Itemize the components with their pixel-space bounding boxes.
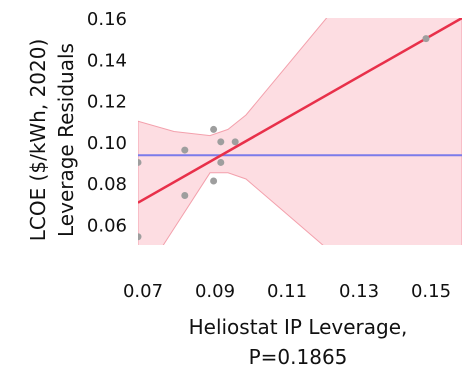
y-tick-label-0: 0.06 [87,215,127,236]
data-point-0 [138,233,142,241]
data-point-4 [210,125,218,133]
y-tick-label-4: 0.14 [87,50,127,71]
data-point-9 [422,35,430,43]
data-point-6 [217,158,225,166]
y-tick-label-1: 0.08 [87,174,127,195]
x-tick-label-2: 0.11 [267,281,307,302]
plot-area [138,18,462,245]
y-tick-label-5: 0.16 [87,9,127,30]
x-axis-label-line1: Heliostat IP Leverage, [189,315,408,339]
x-tick-label-4: 0.15 [411,281,451,302]
x-tick-label-1: 0.09 [195,281,235,302]
y-tick-label-3: 0.12 [87,92,127,113]
data-point-7 [217,138,225,146]
y-axis-label-line1: LCOE ($/kWh, 2020) [26,39,50,242]
x-axis-label-line2: P=0.1865 [249,345,348,369]
data-point-3 [181,146,189,154]
x-tick-labels: 0.07 0.09 0.11 0.13 0.15 [123,281,451,302]
y-tick-label-2: 0.10 [87,133,127,154]
data-point-1 [138,158,142,166]
x-tick-label-3: 0.13 [339,281,379,302]
data-point-8 [231,138,239,146]
fit-line [138,18,462,204]
data-point-5 [210,177,218,185]
data-point-2 [181,191,189,199]
y-axis-label-line2: Leverage Residuals [54,43,78,237]
confidence-band [138,18,462,245]
y-tick-labels: 0.06 0.08 0.10 0.12 0.14 0.16 [87,9,127,236]
data-points [138,35,430,241]
x-tick-label-0: 0.07 [123,281,163,302]
